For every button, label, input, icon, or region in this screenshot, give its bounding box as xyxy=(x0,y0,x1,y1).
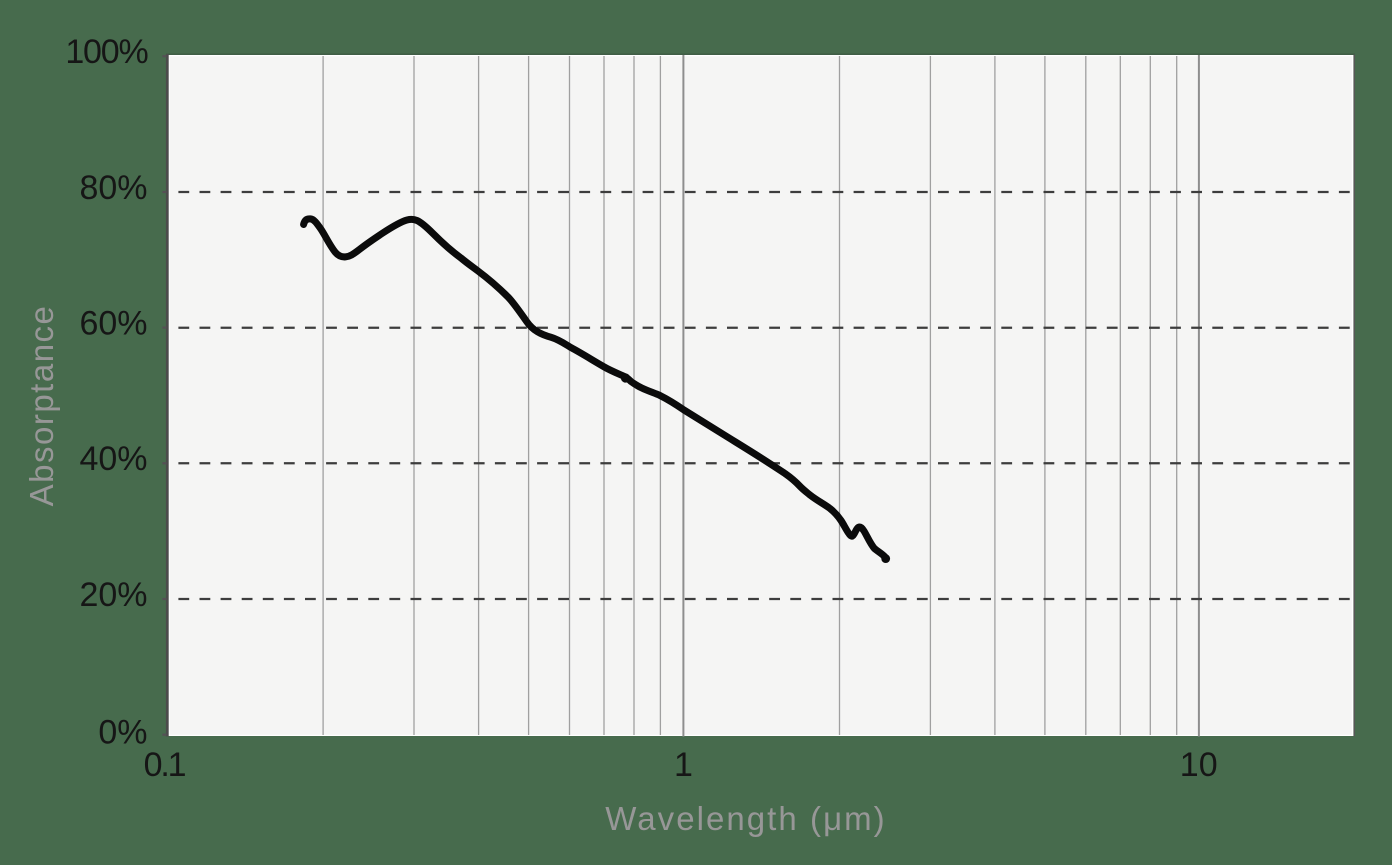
svg-text:1: 1 xyxy=(674,746,693,784)
svg-text:10: 10 xyxy=(1180,746,1218,784)
svg-text:60%: 60% xyxy=(79,305,147,343)
svg-text:0%: 0% xyxy=(98,713,147,751)
svg-text:100%: 100% xyxy=(65,33,148,71)
svg-text:Absorptance: Absorptance xyxy=(23,305,60,507)
svg-text:Wavelength (μm): Wavelength (μm) xyxy=(605,800,886,837)
svg-text:20%: 20% xyxy=(79,576,147,614)
svg-text:40%: 40% xyxy=(79,440,147,478)
svg-text:0.1: 0.1 xyxy=(144,746,186,784)
svg-text:80%: 80% xyxy=(79,169,147,207)
